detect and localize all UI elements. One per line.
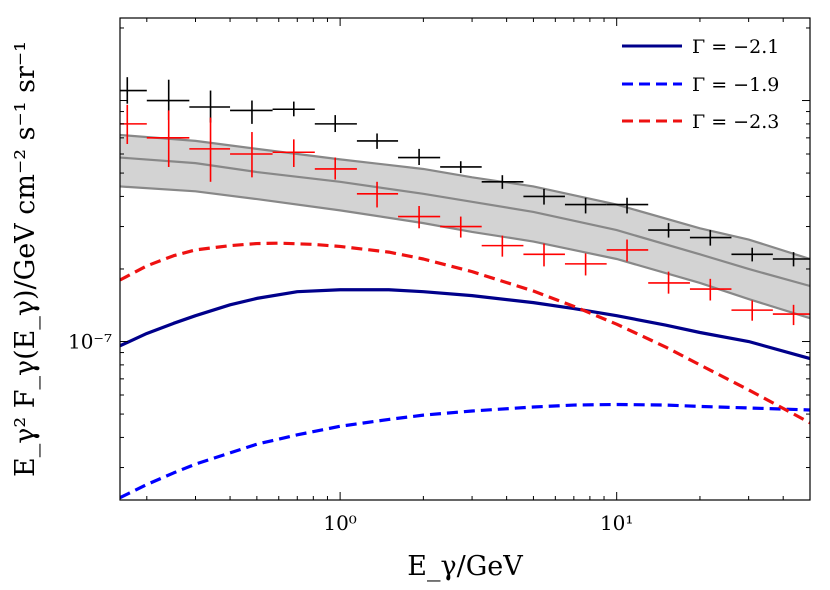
legend-label-gamma-2-1: Γ = −2.1 — [692, 36, 779, 58]
y-tick-label-10-minus-7: 10⁻⁷ — [68, 330, 112, 354]
model-band-upper-line — [120, 133, 810, 261]
legend: Γ = −2.1 Γ = −1.9 Γ = −2.3 — [622, 36, 779, 133]
legend-label-gamma-2-3: Γ = −2.3 — [692, 111, 779, 133]
y-axis-label: E_γ² F_γ(E_γ)/GeV cm⁻² s⁻¹ sr⁻¹ — [10, 41, 41, 477]
series-line-2 — [120, 241, 810, 425]
legend-label-gamma-1-9: Γ = −1.9 — [692, 74, 779, 96]
plot-frame — [119, 17, 811, 501]
x-tick-label-10-0: 10⁰ — [323, 511, 356, 535]
series-line-1 — [120, 402, 810, 500]
model-band-middle-line — [120, 156, 810, 288]
x-tick-label-10-1: 10¹ — [600, 511, 633, 535]
plot-area — [120, 77, 810, 500]
series-line-0 — [120, 288, 810, 361]
x-axis-label: E_γ/GeV — [407, 551, 523, 582]
